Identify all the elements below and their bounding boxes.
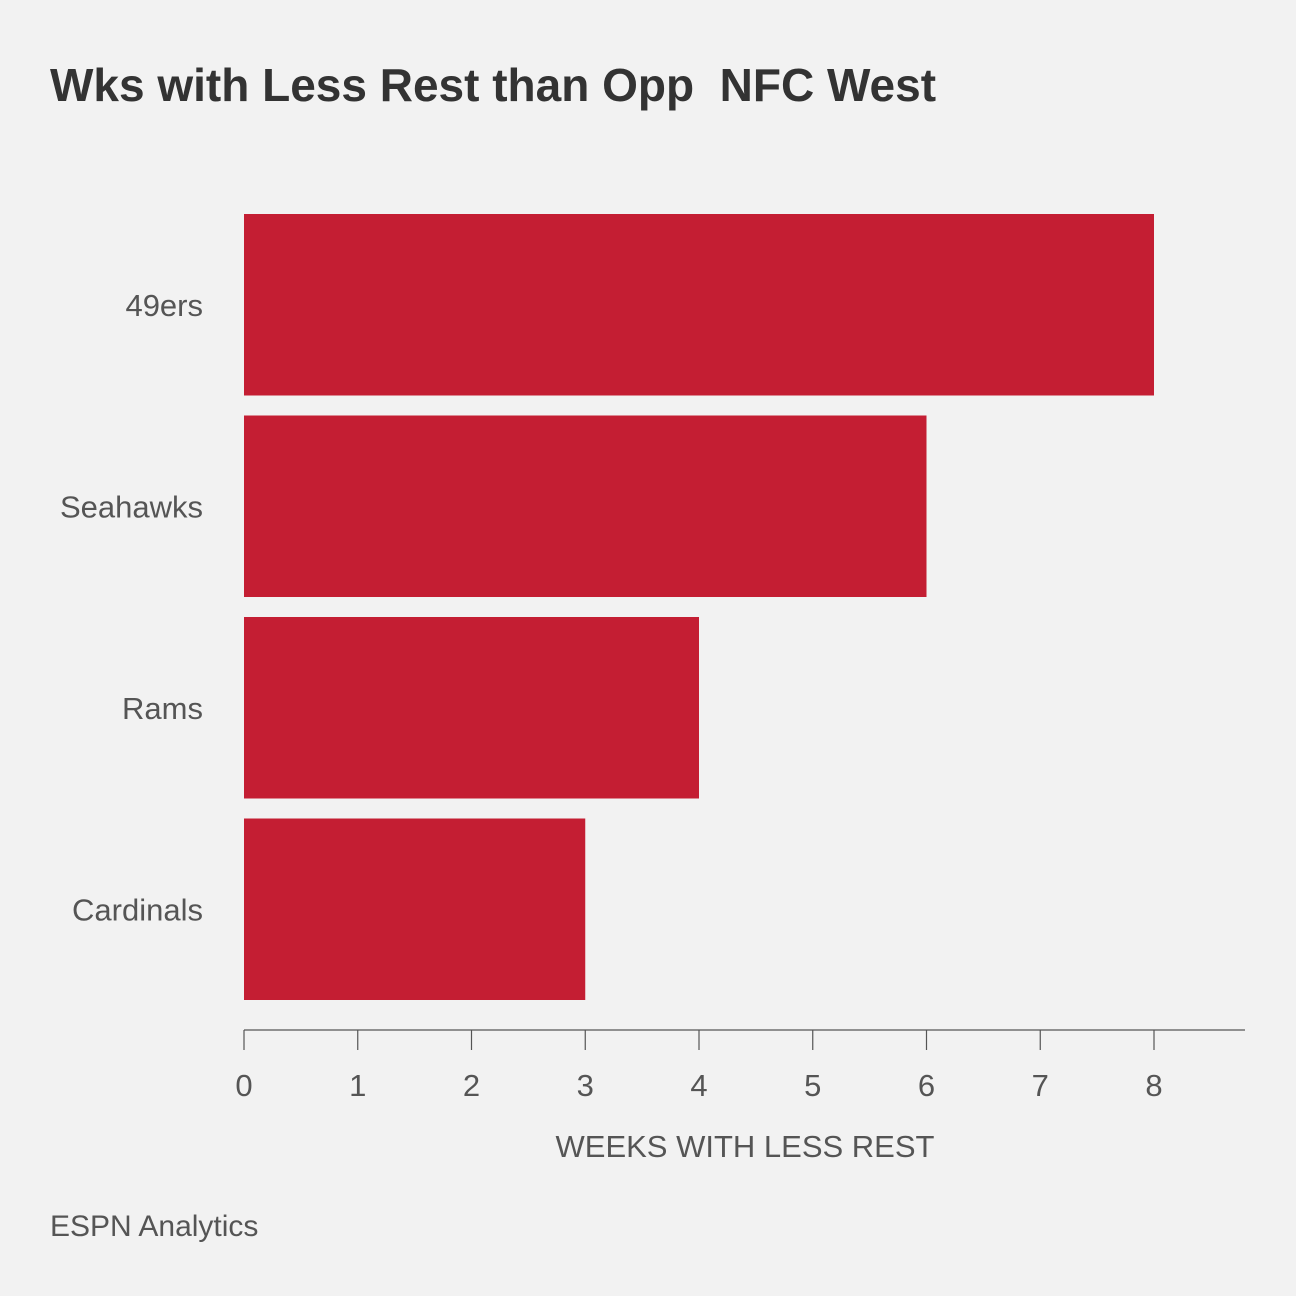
x-tick-label-8: 8 [1145,1068,1162,1103]
bar-seahawks [244,415,927,597]
category-labels: 49ers Seahawks Rams Cardinals [60,288,203,928]
category-label-rams: Rams [122,691,203,726]
x-tick-label-0: 0 [235,1068,252,1103]
bars-layer [244,214,1154,1000]
bar-49ers [244,214,1154,396]
x-tick-label-4: 4 [690,1068,707,1103]
x-axis: 0 1 2 3 4 5 6 7 8 [235,1029,1245,1103]
category-label-49ers: 49ers [125,288,203,323]
x-tick-label-7: 7 [1032,1068,1049,1103]
bar-cardinals [244,818,586,1000]
chart-title: Wks with Less Rest than Opp NFC West [50,59,937,111]
source-label: ESPN Analytics [50,1210,259,1243]
category-label-cardinals: Cardinals [72,892,203,927]
bar-rams [244,617,699,799]
x-tick-label-3: 3 [577,1068,594,1103]
category-label-seahawks: Seahawks [60,489,203,524]
x-axis-label: WEEKS WITH LESS REST [556,1129,935,1164]
x-tick-label-1: 1 [349,1068,366,1103]
x-tick-label-6: 6 [918,1068,935,1103]
x-tick-label-2: 2 [463,1068,480,1103]
x-tick-label-5: 5 [804,1068,821,1103]
